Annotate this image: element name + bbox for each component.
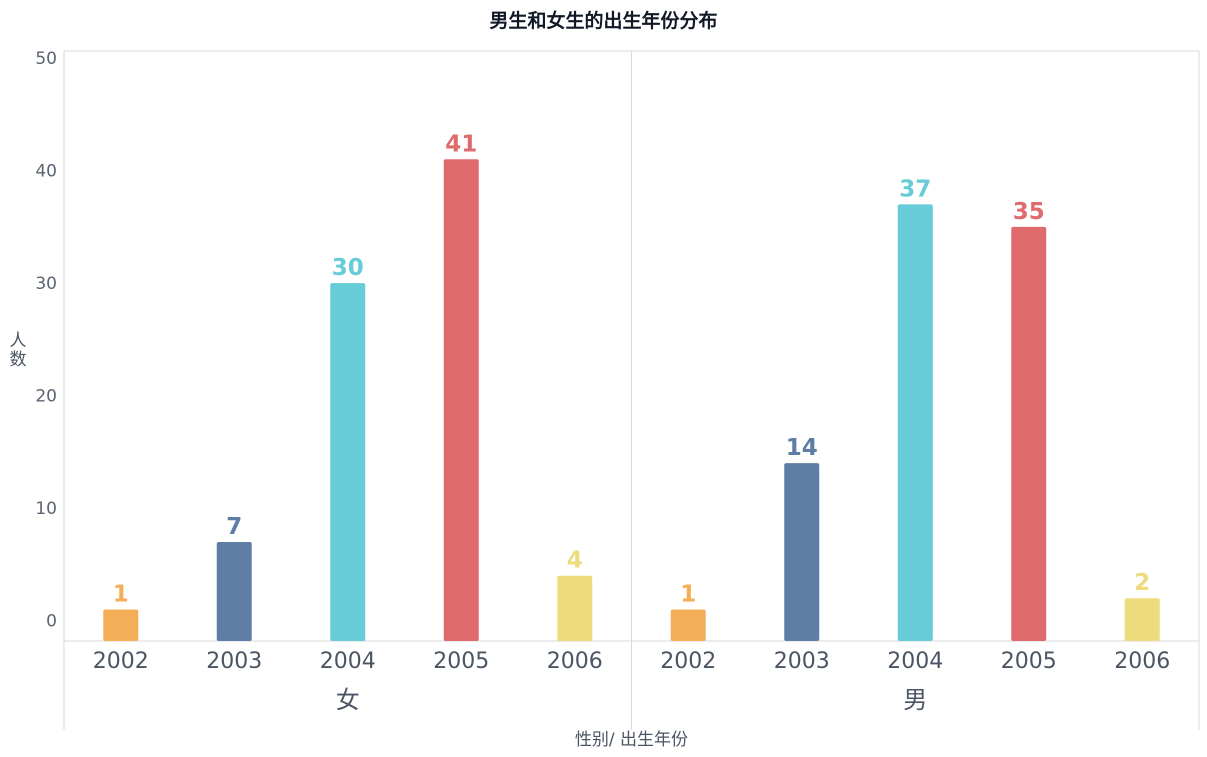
y-axis-ticks: 0 10 20 30 40 50 <box>35 49 57 632</box>
bar <box>103 609 139 641</box>
bar <box>443 159 479 641</box>
x-tick-label: 2002 <box>660 649 716 674</box>
x-tick-label: 2004 <box>887 649 943 674</box>
y-tick-label: 10 <box>35 499 57 519</box>
x-axis-title: 性别/ 出生年份 <box>575 730 688 750</box>
x-tick-label: 2005 <box>433 649 489 674</box>
chart-title: 男生和女生的出生年份分布 <box>489 10 718 32</box>
data-label: 1 <box>680 581 696 607</box>
y-tick-label: 40 <box>35 162 57 182</box>
bar <box>557 575 593 641</box>
x-tick-label: 2003 <box>774 649 830 674</box>
bar <box>784 463 820 641</box>
y-tick-label: 30 <box>35 274 57 294</box>
bar <box>330 283 366 641</box>
bar <box>897 204 933 641</box>
data-label: 14 <box>786 435 818 461</box>
y-tick-label: 20 <box>35 387 57 407</box>
x-tick-label: 2003 <box>206 649 262 674</box>
data-label: 7 <box>226 514 242 540</box>
group-label: 男 <box>903 686 927 714</box>
data-label: 30 <box>332 255 364 281</box>
y-tick-label: 0 <box>46 612 57 632</box>
bar <box>216 541 252 641</box>
group-label: 女 <box>336 686 360 714</box>
data-label: 37 <box>899 176 931 202</box>
y-axis-title: 人数 <box>10 331 27 370</box>
data-label: 1 <box>113 581 129 607</box>
bar <box>1124 598 1160 641</box>
x-tick-label: 2006 <box>1114 649 1170 674</box>
x-tick-label: 2002 <box>93 649 149 674</box>
data-label: 4 <box>567 548 583 574</box>
bar <box>1011 226 1047 641</box>
data-label: 41 <box>445 131 477 157</box>
x-tick-label: 2004 <box>320 649 376 674</box>
x-tick-label: 2005 <box>1001 649 1057 674</box>
data-label: 2 <box>1134 570 1150 596</box>
data-label: 35 <box>1013 199 1045 225</box>
x-axis-labels: 2002 2003 2004 2005 2006 女 2002 2003 2004 2005 200… <box>93 649 1171 714</box>
x-tick-label: 2006 <box>547 649 603 674</box>
y-tick-label: 50 <box>35 49 57 69</box>
plot-frame <box>63 50 1200 730</box>
bar <box>670 609 706 641</box>
